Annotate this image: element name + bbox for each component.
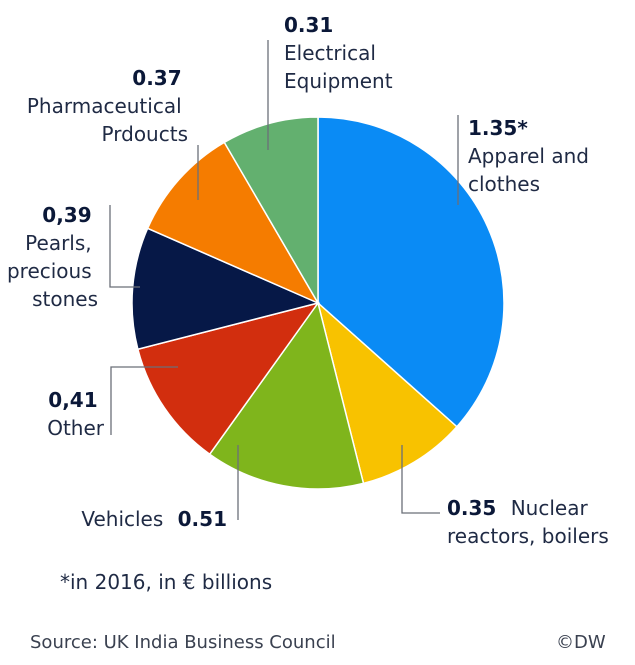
leader-lines (109, 40, 459, 520)
value-vehicles: 0.51 (178, 507, 227, 531)
pie-slice-4 (131, 227, 321, 351)
value-other: 0,41 (48, 388, 97, 412)
label-vehicles: Vehicles 0.51 (81, 507, 227, 531)
source-note: Source: UK India Business Council (30, 632, 336, 653)
name-other: Other (47, 416, 105, 440)
value-pharma: 0.37 (132, 66, 181, 90)
label-other: 0,41 Other (47, 388, 105, 440)
label-pearls: 0,39 Pearls, precious stones (7, 203, 98, 311)
pie-slice-3 (136, 301, 320, 456)
name-pearls-line2: precious (7, 259, 92, 283)
value-apparel: 1.35* (468, 116, 528, 140)
label-apparel: 1.35* Apparel and clothes (468, 116, 595, 196)
label-nuclear: 0.35 Nuclear reactors, boilers (447, 496, 609, 548)
footnote: *in 2016, in € billions (60, 570, 273, 594)
name-electrical-line1: Electrical (284, 41, 376, 65)
leader-nuclear (401, 445, 440, 514)
name-apparel-line1: Apparel and (468, 144, 589, 168)
pie-slice-5 (146, 141, 320, 305)
name-pearls-line1: Pearls, (25, 231, 91, 255)
name-vehicles: Vehicles (81, 507, 163, 531)
pie-slice-2 (208, 301, 365, 490)
value-pearls: 0,39 (42, 203, 91, 227)
name-electrical-line2: Equipment (284, 69, 393, 93)
value-nuclear: 0.35 (447, 496, 496, 520)
name-pearls-line3: stones (32, 287, 98, 311)
name-nuclear-line2: reactors, boilers (447, 524, 609, 548)
name-nuclear-line1: Nuclear (511, 496, 589, 520)
leader-other (110, 366, 178, 435)
name-pharma-line1: Pharmaceutical (27, 94, 182, 118)
pie-slice-6 (223, 116, 319, 306)
pie-slices (131, 116, 505, 490)
name-pharma-line2: Prdoucts (102, 122, 188, 146)
leader-pearls (109, 205, 140, 288)
label-pharma: 0.37 Pharmaceutical Prdoucts (27, 66, 188, 146)
value-electrical: 0.31 (284, 13, 333, 37)
label-electrical: 0.31 Electrical Equipment (284, 13, 393, 93)
copyright-credit: ©DW (556, 632, 606, 653)
name-apparel-line2: clothes (468, 172, 540, 196)
